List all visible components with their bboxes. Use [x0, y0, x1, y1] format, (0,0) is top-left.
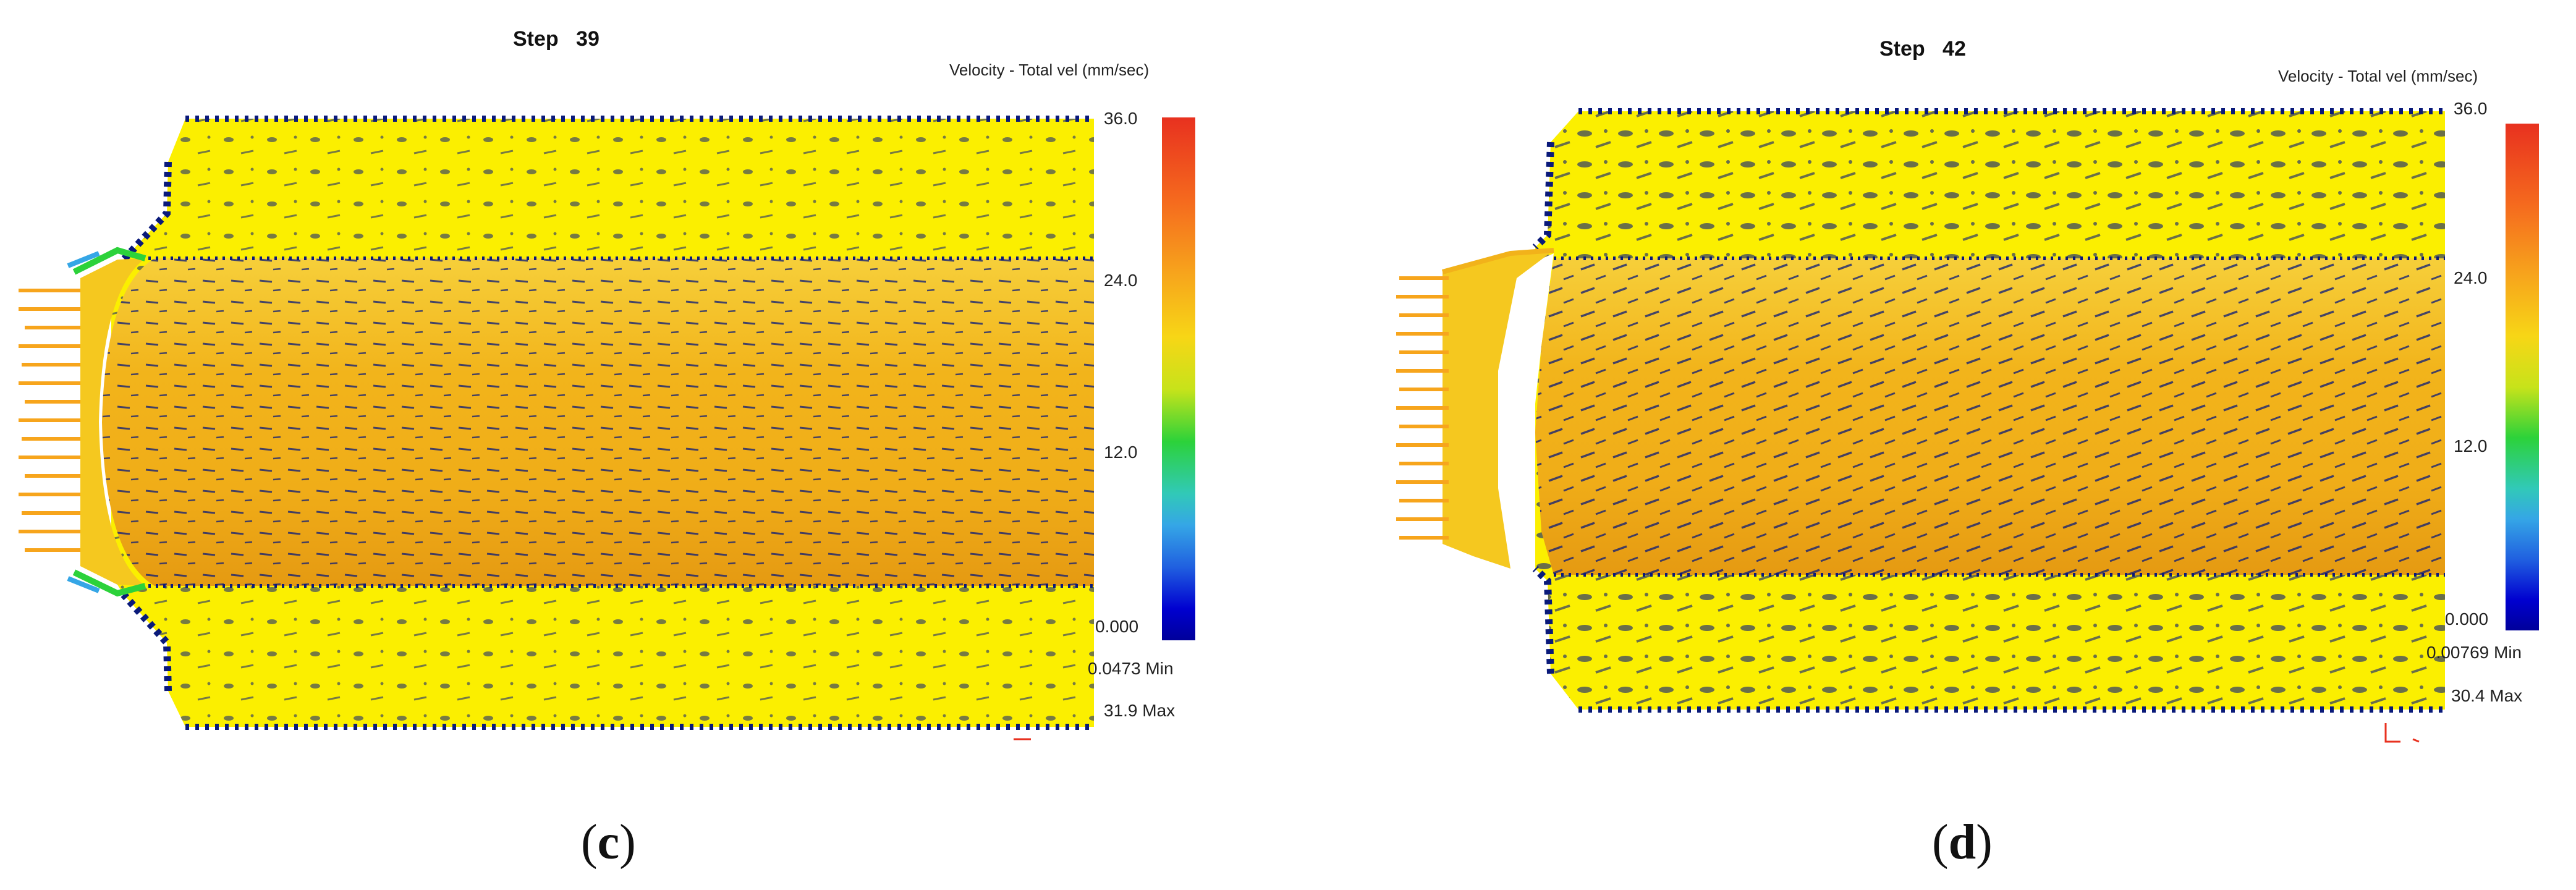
inlet-vectors — [19, 289, 80, 552]
step-label: Step — [513, 27, 559, 51]
tick-0: 0.000 — [1095, 617, 1139, 636]
inlet-front — [80, 258, 145, 586]
min-number: 0.0473 — [1088, 659, 1141, 678]
min-value: 0.00769 Min — [2426, 643, 2522, 663]
tick-0: 0.000 — [2445, 609, 2489, 629]
inlet-front — [1443, 250, 1554, 569]
panel-d: Step 42 Velocity - Total vel (mm/sec) — [1288, 0, 2576, 890]
legend-title: Velocity - Total vel (mm/sec) — [949, 61, 1150, 79]
step-title: Step 39 — [513, 27, 600, 51]
panel-c: Step 39 Velocity - Total vel (mm/sec) — [19, 27, 1195, 870]
min-value: 0.0473 Min — [1088, 659, 1174, 679]
step-label: Step — [1879, 37, 1925, 61]
max-value: 30.4 Max — [2451, 686, 2522, 706]
color-scale-bar — [1162, 117, 1195, 640]
max-value: 31.9 Max — [1104, 701, 1175, 721]
min-number: 0.00769 — [2426, 643, 2489, 662]
max-label: Max — [1142, 701, 1176, 720]
tick-36: 36.0 — [1104, 109, 1138, 128]
max-number: 31.9 — [1104, 701, 1138, 720]
subfigure-label-d: (d) — [1932, 815, 1993, 870]
simulation-view — [19, 116, 1094, 740]
caption-letter: d — [1948, 815, 1976, 870]
caption-letter: c — [597, 815, 620, 870]
max-number: 30.4 — [2451, 686, 2485, 705]
tick-24: 24.0 — [1104, 271, 1138, 290]
step-title: Step 42 — [1879, 37, 1966, 61]
min-label: Min — [1145, 659, 1174, 678]
step-number: 42 — [1943, 37, 1966, 61]
legend-title: Velocity - Total vel (mm/sec) — [2278, 67, 2478, 85]
max-label: Max — [2489, 686, 2523, 705]
subfigure-label-c: (c) — [581, 815, 636, 870]
tick-12: 12.0 — [1104, 443, 1138, 462]
step-number: 39 — [576, 27, 600, 51]
tick-24: 24.0 — [2454, 268, 2488, 287]
min-label: Min — [2494, 643, 2522, 662]
inlet-vectors — [1396, 276, 1449, 540]
color-scale-bar — [2506, 124, 2539, 630]
tick-36: 36.0 — [2454, 99, 2488, 118]
simulation-view — [1396, 108, 2445, 743]
unfilled-gap — [1492, 253, 1554, 575]
tick-12: 12.0 — [2454, 436, 2488, 456]
